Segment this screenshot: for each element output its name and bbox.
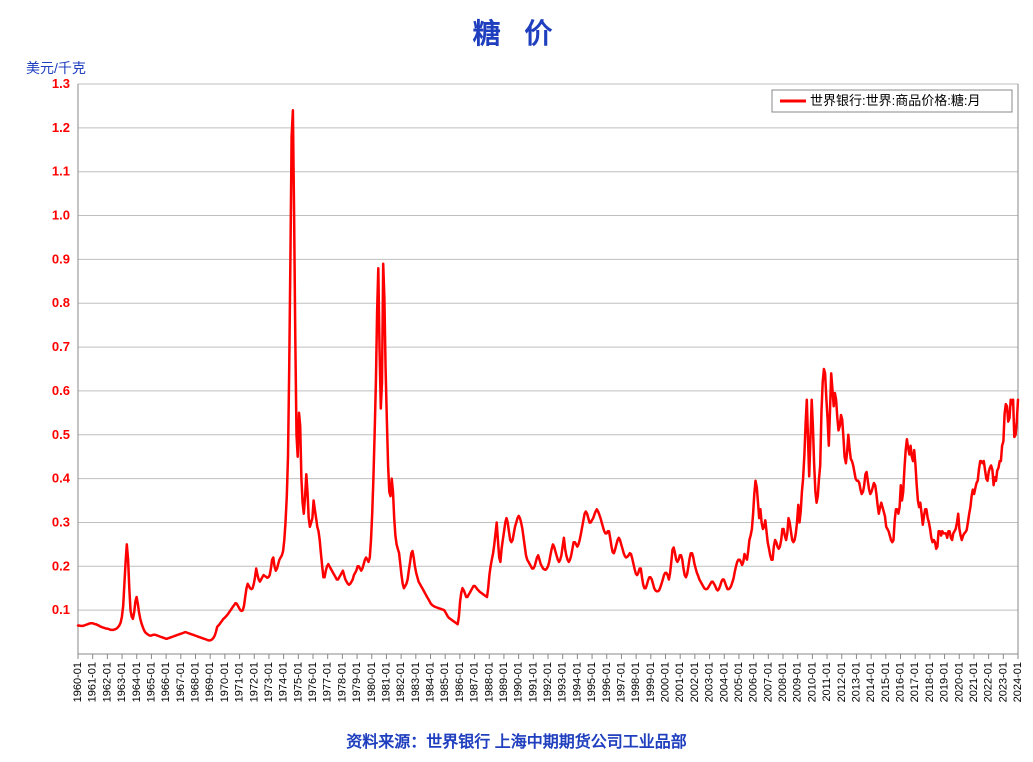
y-tick-label: 0.8 [52,295,70,310]
x-tick-label: 2007-01 [762,662,774,702]
x-tick-label: 1973-01 [263,662,275,702]
price-series-line [78,110,1018,640]
x-tick-label: 2005-01 [733,662,745,702]
x-tick-label: 1987-01 [469,662,481,702]
x-tick-label: 1969-01 [204,662,216,702]
x-tick-label: 1980-01 [366,662,378,702]
x-tick-label: 1965-01 [145,662,157,702]
x-tick-label: 1986-01 [454,662,466,702]
x-tick-label: 1967-01 [175,662,187,702]
x-tick-label: 2017-01 [909,662,921,702]
x-tick-label: 2002-01 [689,662,701,702]
x-tick-label: 1964-01 [131,662,143,702]
x-tick-label: 2019-01 [939,662,951,702]
x-tick-label: 2012-01 [836,662,848,702]
x-tick-label: 1974-01 [278,662,290,702]
x-tick-label: 2023-01 [997,662,1009,702]
x-tick-label: 1963-01 [116,662,128,702]
y-tick-label: 1.1 [52,164,70,179]
x-tick-label: 2006-01 [748,662,760,702]
y-tick-label: 0.7 [52,339,70,354]
x-tick-label: 1998-01 [630,662,642,702]
x-tick-label: 2022-01 [983,662,995,702]
x-tick-label: 2020-01 [953,662,965,702]
x-tick-label: 2004-01 [718,662,730,702]
plot-area: 0.1 0.2 0.3 0.4 0.5 0.6 0.7 0.8 0.9 1.0 1.1 1.2 1.3 1… [0,0,1033,762]
x-tick-label: 2011-01 [821,662,833,702]
x-tick-label: 1961-01 [87,662,99,702]
x-tick-label: 1991-01 [527,662,539,702]
x-tick-label: 1984-01 [425,662,437,702]
y-tick-label: 1.2 [52,120,70,135]
x-tick-label: 2015-01 [880,662,892,702]
y-tick-label: 0.5 [52,427,70,442]
y-tick-label: 0.2 [52,558,70,573]
y-tick-label: 0.4 [52,471,71,486]
y-tick-label: 0.9 [52,251,70,266]
x-tick-label: 2021-01 [968,662,980,702]
y-tick-label: 1.0 [52,208,70,223]
x-tick-label: 2009-01 [792,662,804,702]
x-tick-label: 1979-01 [351,662,363,702]
x-tick-label: 1977-01 [322,662,334,702]
x-tick-label: 2014-01 [865,662,877,702]
x-tick-label: 1989-01 [498,662,510,702]
y-tick-label: 0.6 [52,383,70,398]
x-tick-label: 1976-01 [307,662,319,702]
x-tick-label: 1999-01 [645,662,657,702]
chart-footer: 资料来源：世界银行 上海中期期货公司工业品部 [0,728,1033,752]
x-tick-label: 1960-01 [72,662,84,702]
x-tick-label: 1978-01 [336,662,348,702]
x-tick-label: 1995-01 [586,662,598,702]
x-tick-label: 1972-01 [248,662,260,702]
x-tick-label: 1990-01 [513,662,525,702]
x-tick-label: 1992-01 [542,662,554,702]
x-tick-label: 2024-01 [1012,662,1024,702]
x-tick-label: 1994-01 [571,662,583,702]
y-tick-label: 1.3 [52,76,70,91]
x-tick-label: 1988-01 [483,662,495,702]
x-tick-label: 1971-01 [234,662,246,702]
x-tick-label: 2013-01 [850,662,862,702]
sugar-price-chart: 糖 价 美元/千克 0.10.20.30.40.50.60.70.80.91.0… [0,0,1033,762]
x-tick-label: 1962-01 [101,662,113,702]
x-tick-label: 1997-01 [615,662,627,702]
x-tick-label: 2000-01 [660,662,672,702]
x-tick-label: 2003-01 [704,662,716,702]
x-tick-label: 1985-01 [439,662,451,702]
x-tick-label: 1981-01 [380,662,392,702]
x-tick-label: 1975-01 [292,662,304,702]
x-tick-label: 1993-01 [557,662,569,702]
x-tick-label: 2018-01 [924,662,936,702]
x-tick-label: 1996-01 [601,662,613,702]
x-tick-label: 1982-01 [395,662,407,702]
x-tick-label: 2016-01 [895,662,907,702]
x-tick-label: 1983-01 [410,662,422,702]
y-tick-label: 0.1 [52,602,70,617]
x-tick-label: 2008-01 [777,662,789,702]
x-tick-label: 1970-01 [219,662,231,702]
x-tick-label: 1968-01 [190,662,202,702]
y-tick-label: 0.3 [52,514,70,529]
x-tick-label: 2010-01 [806,662,818,702]
x-tick-label: 2001-01 [674,662,686,702]
x-tick-label: 1966-01 [160,662,172,702]
legend-label: 世界银行:世界:商品价格:糖:月 [810,93,980,108]
